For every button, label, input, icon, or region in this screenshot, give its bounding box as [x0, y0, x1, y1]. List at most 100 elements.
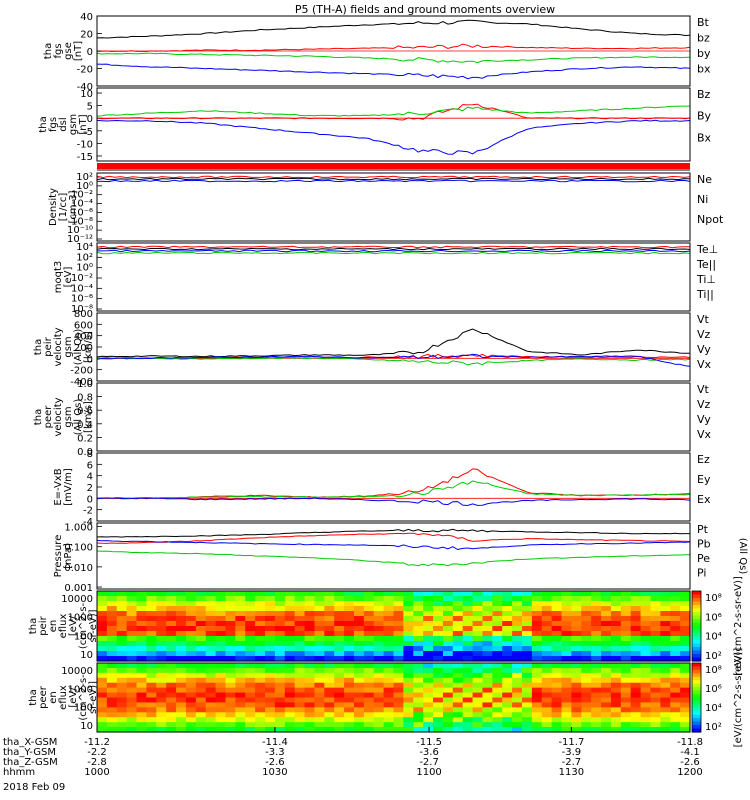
heatmap-cell: [383, 601, 395, 607]
heatmap-cell: [265, 697, 276, 704]
heatmap-cell: [146, 672, 157, 679]
heatmap-cell: [601, 616, 612, 622]
heatmap-cell: [255, 606, 266, 612]
heatmap-cell: [255, 677, 266, 684]
y-axis-label: [nT]: [73, 41, 84, 61]
heatmap-cell: [601, 722, 612, 728]
heatmap-cell: [363, 707, 375, 713]
y-tick-label: 0.8: [77, 393, 93, 404]
heatmap-cell: [531, 697, 543, 704]
heatmap-cell: [512, 591, 523, 597]
heatmap-cell: [452, 596, 464, 602]
heatmap-cell: [166, 646, 177, 652]
heatmap-cell: [205, 606, 217, 612]
heatmap-cell: [670, 712, 681, 718]
heatmap-cell: [571, 663, 582, 669]
heatmap-cell: [97, 656, 108, 662]
heatmap-cell: [452, 601, 464, 607]
heatmap-cell: [255, 727, 266, 733]
y-tick-label: -400: [70, 377, 93, 388]
heatmap-cell: [620, 646, 632, 652]
y-axis-label: peir: [43, 336, 54, 356]
heatmap-cell: [531, 641, 543, 647]
heatmap-cell: [492, 727, 503, 733]
heatmap-cell: [225, 677, 236, 684]
heatmap-cell: [472, 626, 484, 632]
heatmap-cell: [116, 641, 128, 647]
heatmap-cell: [265, 663, 276, 669]
heatmap-cell: [660, 606, 671, 612]
heatmap-cell: [344, 626, 355, 632]
heatmap-cell: [512, 656, 523, 662]
heatmap-cell: [581, 722, 592, 728]
heatmap-cell: [581, 626, 592, 632]
heatmap-cell: [620, 636, 632, 642]
heatmap-cell: [512, 702, 523, 708]
legend-ne: Ne: [697, 173, 712, 186]
heatmap-cell: [215, 727, 227, 733]
heatmap-cell: [215, 712, 227, 718]
heatmap-cell: [344, 677, 355, 684]
y-axis-label: (cm^2-s-: [78, 602, 89, 649]
heatmap-cell: [423, 687, 434, 694]
panel-frame: [96, 382, 691, 452]
heatmap-cell: [294, 727, 306, 733]
heatmap-cell: [630, 621, 642, 627]
side-label: (All Qs): [737, 538, 748, 575]
heatmap-cell: [294, 636, 306, 642]
heatmap-cell: [314, 651, 325, 657]
heatmap-cell: [413, 601, 424, 607]
heatmap-cell: [521, 621, 533, 627]
heatmap-cell: [393, 672, 404, 679]
heatmap-cell: [640, 606, 652, 612]
heatmap-cell: [670, 672, 681, 679]
heatmap-cell: [146, 616, 157, 622]
heatmap-cell: [195, 712, 207, 718]
heatmap-cell: [581, 646, 592, 652]
heatmap-cell: [482, 626, 493, 632]
y-tick-label: -40: [77, 82, 93, 93]
heatmap-cell: [581, 621, 592, 627]
heatmap-cell: [660, 682, 671, 689]
heatmap-cell: [650, 727, 661, 733]
heatmap-cell: [442, 682, 454, 689]
heatmap-cell: [215, 672, 227, 679]
heatmap-cell: [284, 636, 296, 642]
heatmap-cell: [324, 702, 335, 708]
heatmap-cell: [265, 591, 276, 597]
heatmap-cell: [551, 621, 563, 627]
heatmap-cell: [106, 663, 118, 669]
heatmap-cell: [176, 636, 187, 642]
heatmap-cell: [314, 646, 325, 652]
heatmap-cell: [423, 722, 434, 728]
colorbar-swatch: [692, 666, 701, 671]
heatmap-cell: [156, 611, 167, 617]
heatmap-cell: [512, 663, 523, 669]
heatmap-cell: [185, 626, 197, 632]
heatmap-cell: [255, 631, 266, 637]
heatmap-cell: [413, 697, 424, 704]
heatmap-cell: [640, 677, 652, 684]
heatmap-cell: [541, 636, 553, 642]
heatmap-cell: [571, 656, 582, 662]
heatmap-cell: [521, 631, 533, 637]
heatmap-cell: [97, 692, 108, 699]
heatmap-cell: [324, 722, 335, 728]
heatmap-cell: [561, 697, 572, 704]
heatmap-cell: [304, 712, 316, 718]
heatmap-cell: [561, 616, 572, 622]
heatmap-cell: [334, 591, 345, 597]
heatmap-cell: [176, 722, 187, 728]
heatmap-cell: [106, 722, 118, 728]
heatmap-cell: [363, 606, 375, 612]
heatmap-cell: [413, 616, 424, 622]
heatmap-cell: [640, 611, 652, 617]
heatmap-cell: [601, 682, 612, 689]
heatmap-cell: [116, 702, 128, 708]
heatmap-cell: [571, 717, 582, 723]
heatmap-cell: [274, 712, 286, 718]
heatmap-cell: [452, 611, 464, 617]
heatmap-cell: [423, 672, 434, 679]
heatmap-cell: [314, 687, 325, 694]
